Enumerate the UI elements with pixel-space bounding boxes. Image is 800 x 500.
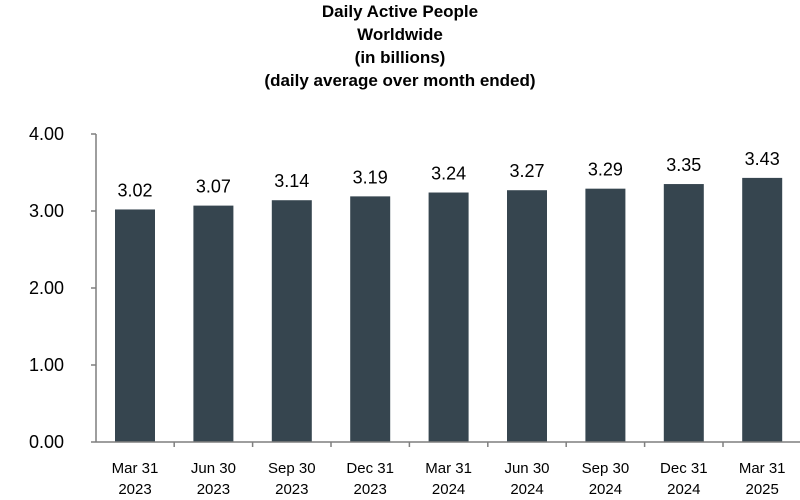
x-tick-label: 2023 [354,481,387,498]
data-label: 3.14 [274,171,309,191]
y-tick-label: 4.00 [29,124,64,144]
y-tick-label: 3.00 [29,201,64,221]
data-label: 3.35 [666,155,701,175]
y-tick-label: 0.00 [29,432,64,452]
bar [507,190,547,442]
x-tick-label: 2023 [197,481,230,498]
data-label: 3.27 [509,161,544,181]
data-label: 3.02 [117,180,152,200]
bar [663,184,704,443]
data-label: 3.24 [431,164,466,184]
x-tick-label: 2025 [746,481,779,498]
bar [428,192,469,442]
bar [115,209,155,442]
bar [742,177,783,442]
x-tick-label: Dec 31 [660,460,708,477]
chart-title-line: Daily Active People [321,2,479,21]
chart-title-line: Worldwide [357,25,443,44]
x-tick-label: 2024 [589,481,622,498]
x-tick-label: 2024 [432,481,465,498]
x-tick-label: Jun 30 [191,460,236,477]
y-tick-label: 1.00 [29,355,64,375]
chart-title-line: (daily average over month ended) [264,71,536,90]
x-tick-label: Jun 30 [504,460,549,477]
chart-title: Daily Active People Worldwide (in billio… [0,0,800,92]
data-label: 3.07 [196,177,231,197]
bar [350,196,391,442]
data-label: 3.43 [745,149,780,169]
x-tick-label: 2024 [667,481,700,498]
x-tick-label: 2023 [118,481,151,498]
x-tick-label: Sep 30 [268,460,316,477]
x-tick-label: Mar 31 [112,460,159,477]
x-tick-label: Mar 31 [425,460,472,477]
data-label: 3.29 [588,160,623,180]
x-tick-label: Dec 31 [346,460,394,477]
y-tick-label: 2.00 [29,278,64,298]
bar [585,188,626,442]
x-tick-label: Sep 30 [582,460,630,477]
bar [193,205,234,442]
data-label: 3.19 [353,167,388,187]
x-tick-label: 2023 [275,481,308,498]
x-tick-label: 2024 [510,481,543,498]
chart-title-line: (in billions) [354,48,446,67]
bar [271,200,312,442]
x-tick-label: Mar 31 [739,460,786,477]
